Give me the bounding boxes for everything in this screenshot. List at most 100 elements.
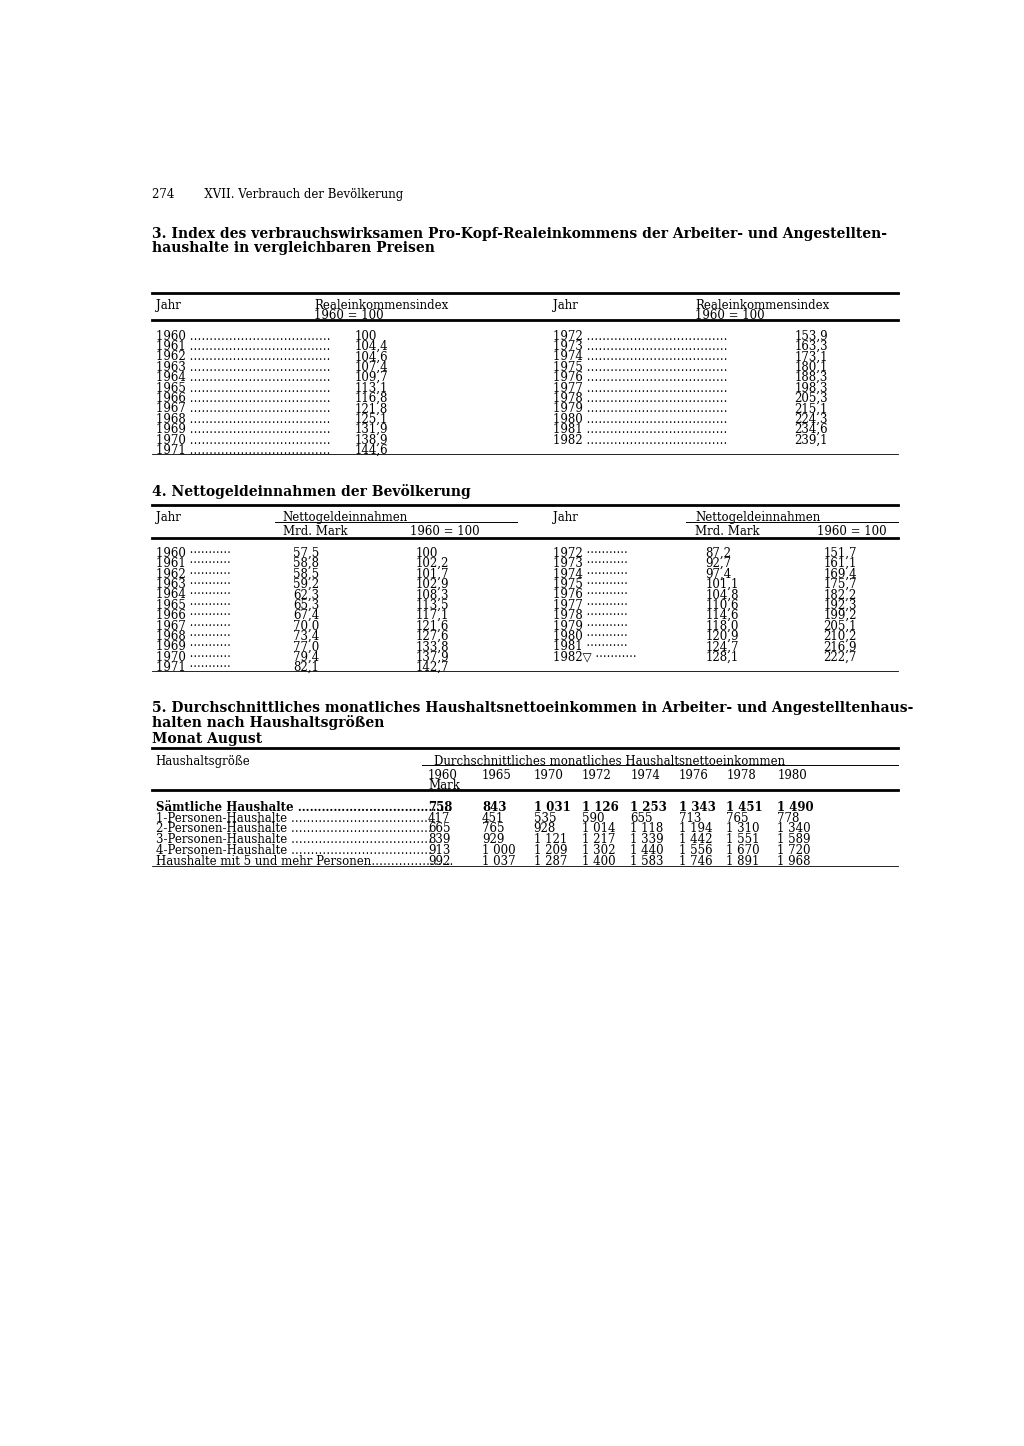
Text: 1 310: 1 310 [726,823,760,836]
Text: 1971 ···········: 1971 ··········· [156,661,230,674]
Text: 1 037: 1 037 [482,855,515,868]
Text: Mark: Mark [428,779,460,792]
Text: Mrd. Mark: Mrd. Mark [283,525,347,538]
Text: 215,1: 215,1 [795,402,828,415]
Text: Jahr: Jahr [156,512,180,525]
Text: 1981 ···········: 1981 ··········· [553,641,628,654]
Text: 77,0: 77,0 [293,641,319,654]
Text: 73,4: 73,4 [293,630,319,643]
Text: 180,1: 180,1 [795,362,828,375]
Text: 1960 ………………………………: 1960 ……………………………… [156,330,331,343]
Text: Realeinkommensindex: Realeinkommensindex [695,299,829,312]
Text: 758: 758 [428,801,453,814]
Text: 82,1: 82,1 [293,661,318,674]
Text: 92,7: 92,7 [706,557,732,570]
Text: 1 339: 1 339 [631,833,664,846]
Text: 175,7: 175,7 [823,578,857,591]
Text: 1-Personen-Haushalte ………………………………: 1-Personen-Haushalte ……………………………… [156,811,432,824]
Text: 1 194: 1 194 [679,823,713,836]
Text: 210,2: 210,2 [823,630,856,643]
Text: 114,6: 114,6 [706,609,739,622]
Text: 451: 451 [482,811,505,824]
Text: Haushaltsgröße: Haushaltsgröße [156,755,251,768]
Text: 142,7: 142,7 [416,661,450,674]
Text: 913: 913 [428,844,451,857]
Text: 100: 100 [354,330,377,343]
Text: 1970: 1970 [534,768,563,781]
Text: 843: 843 [482,801,507,814]
Text: 713: 713 [679,811,701,824]
Text: 108,3: 108,3 [416,589,450,602]
Text: 125,1: 125,1 [354,412,387,425]
Text: 131,9: 131,9 [354,424,388,437]
Text: 1976 ···········: 1976 ··········· [553,589,628,602]
Text: 1963 ………………………………: 1963 ……………………………… [156,362,331,375]
Text: 1969 ···········: 1969 ··········· [156,641,230,654]
Text: 1 400: 1 400 [582,855,615,868]
Text: 1960 = 100: 1960 = 100 [817,525,887,538]
Text: 118,0: 118,0 [706,619,739,632]
Text: 101,1: 101,1 [706,578,739,591]
Text: 1968 ………………………………: 1968 ……………………………… [156,412,331,425]
Text: 1967 ···········: 1967 ··········· [156,619,230,632]
Text: 1967 ………………………………: 1967 ……………………………… [156,402,331,415]
Text: 1980: 1980 [777,768,807,781]
Text: 100: 100 [416,547,438,560]
Text: 1 968: 1 968 [777,855,811,868]
Text: 1982 ………………………………: 1982 ……………………………… [553,434,727,447]
Text: 124,7: 124,7 [706,641,739,654]
Text: 102,2: 102,2 [416,557,450,570]
Text: 1 670: 1 670 [726,844,760,857]
Text: 1 589: 1 589 [777,833,811,846]
Text: 1 031: 1 031 [534,801,570,814]
Text: 1965 ………………………………: 1965 ……………………………… [156,382,331,395]
Text: Mrd. Mark: Mrd. Mark [695,525,760,538]
Text: 199,2: 199,2 [823,609,857,622]
Text: 173,1: 173,1 [795,350,828,363]
Text: haushalte in vergleichbaren Preisen: haushalte in vergleichbaren Preisen [152,241,434,254]
Text: 1 209: 1 209 [534,844,567,857]
Text: 57,5: 57,5 [293,547,319,560]
Text: 205,1: 205,1 [823,619,857,632]
Text: 1980 ···········: 1980 ··········· [553,630,628,643]
Text: 5. Durchschnittliches monatliches Haushaltsnettoeinkommen in Arbeiter- und Anges: 5. Durchschnittliches monatliches Hausha… [152,701,913,714]
Text: 1960 = 100: 1960 = 100 [410,525,479,538]
Text: Jahr: Jahr [553,512,578,525]
Text: 1979 ………………………………: 1979 ……………………………… [553,402,727,415]
Text: 104,8: 104,8 [706,589,739,602]
Text: 1962 ………………………………: 1962 ……………………………… [156,350,331,363]
Text: 224,3: 224,3 [795,412,828,425]
Text: 87,2: 87,2 [706,547,732,560]
Text: 1965: 1965 [482,768,512,781]
Text: 1 451: 1 451 [726,801,763,814]
Text: 1 746: 1 746 [679,855,713,868]
Text: 2-Personen-Haushalte ………………………………: 2-Personen-Haushalte ……………………………… [156,823,432,836]
Text: 169,4: 169,4 [823,567,857,580]
Text: Monat August: Monat August [152,732,262,746]
Text: 1973 ………………………………: 1973 ……………………………… [553,340,727,353]
Text: 58,5: 58,5 [293,567,319,580]
Text: 1976 ………………………………: 1976 ……………………………… [553,372,727,385]
Text: 138,9: 138,9 [354,434,388,447]
Text: 4. Nettogeldeinnahmen der Bevölkerung: 4. Nettogeldeinnahmen der Bevölkerung [152,483,471,499]
Text: 1974: 1974 [631,768,660,781]
Text: 113,5: 113,5 [416,599,450,612]
Text: 1975 ………………………………: 1975 ……………………………… [553,362,727,375]
Text: 1960 = 100: 1960 = 100 [314,309,384,322]
Text: 144,6: 144,6 [354,444,388,457]
Text: 1966 ………………………………: 1966 ……………………………… [156,392,331,405]
Text: 1977 ···········: 1977 ··········· [553,599,628,612]
Text: 1 720: 1 720 [777,844,811,857]
Text: 216,9: 216,9 [823,641,857,654]
Text: 1960 ···········: 1960 ··········· [156,547,230,560]
Text: 1 583: 1 583 [631,855,664,868]
Text: 62,3: 62,3 [293,589,319,602]
Text: 120,9: 120,9 [706,630,739,643]
Text: 1962 ···········: 1962 ··········· [156,567,230,580]
Text: 121,6: 121,6 [416,619,450,632]
Text: 1 014: 1 014 [582,823,615,836]
Text: 1 253: 1 253 [631,801,668,814]
Text: 1 556: 1 556 [679,844,713,857]
Text: Haushalte mit 5 und mehr Personen…………………: Haushalte mit 5 und mehr Personen………………… [156,855,454,868]
Text: 1 490: 1 490 [777,801,814,814]
